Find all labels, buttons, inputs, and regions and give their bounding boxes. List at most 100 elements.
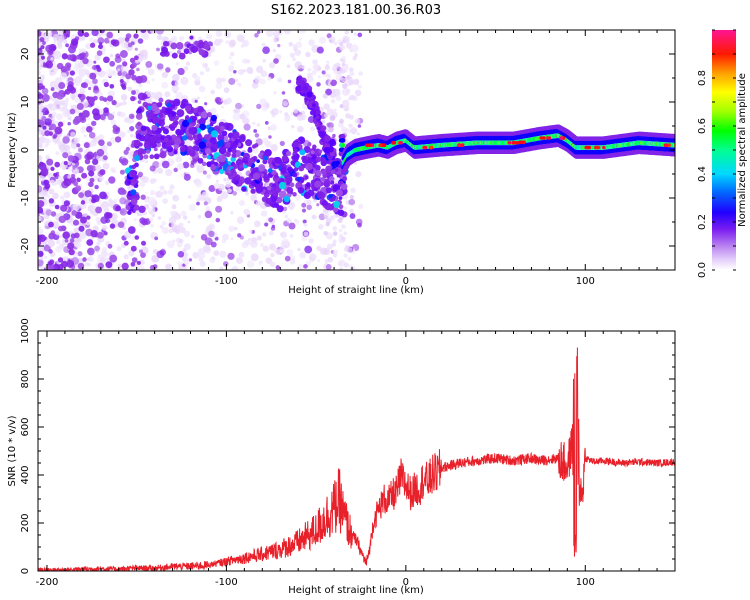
heatmap-cell bbox=[41, 93, 50, 102]
heatmap-cell bbox=[178, 52, 186, 60]
heatmap-cell bbox=[161, 226, 169, 234]
heatmap-cell bbox=[204, 102, 208, 106]
heatmap-cell bbox=[146, 196, 150, 200]
heatmap-cell bbox=[219, 250, 227, 258]
heatmap-cell bbox=[127, 42, 133, 48]
heatmap-cell bbox=[231, 148, 237, 154]
heatmap-cell bbox=[176, 225, 181, 230]
heatmap-cell bbox=[124, 42, 129, 47]
heatmap-cell bbox=[158, 163, 162, 167]
heatmap-cell bbox=[162, 190, 168, 195]
heatmap-cell bbox=[262, 245, 269, 252]
heatmap-cell bbox=[77, 61, 85, 69]
heatmap-cell bbox=[136, 107, 143, 114]
heatmap-cell bbox=[260, 210, 268, 217]
heatmap-cell bbox=[52, 96, 59, 103]
heatmap-cell bbox=[53, 52, 61, 60]
heatmap-cell bbox=[54, 161, 61, 168]
heatmap-cell bbox=[325, 88, 333, 96]
heatmap-cell bbox=[301, 155, 307, 161]
heatmap-cell bbox=[231, 179, 236, 184]
heatmap-cell bbox=[190, 267, 195, 270]
heatmap-cell bbox=[316, 245, 322, 252]
heatmap-cell bbox=[210, 107, 217, 114]
heatmap-cell bbox=[317, 67, 322, 71]
heatmap-cell bbox=[297, 114, 304, 121]
heatmap-cell bbox=[165, 263, 172, 270]
heatmap-cell bbox=[349, 208, 354, 214]
heatmap-cell bbox=[134, 47, 138, 51]
heatmap-cell bbox=[257, 30, 261, 34]
heatmap-cell bbox=[354, 89, 362, 97]
heatmap-cell bbox=[76, 177, 81, 183]
heatmap-cell bbox=[318, 130, 326, 138]
heatmap-cell bbox=[303, 264, 308, 269]
heatmap-cell bbox=[129, 133, 134, 138]
heatmap-cell bbox=[209, 122, 214, 127]
heatmap-cell bbox=[178, 238, 184, 244]
heatmap-cell bbox=[210, 89, 215, 95]
heatmap-cell bbox=[57, 121, 64, 128]
heatmap-cell bbox=[86, 239, 94, 246]
heatmap-cell bbox=[103, 56, 110, 64]
heatmap-cell bbox=[254, 220, 261, 228]
heatmap-cell bbox=[56, 42, 62, 47]
heatmap-cell bbox=[38, 93, 44, 99]
heatmap-cell bbox=[204, 210, 213, 219]
heatmap-cell bbox=[158, 113, 164, 119]
heatmap-cell bbox=[133, 33, 139, 39]
heatmap-cell bbox=[72, 204, 76, 208]
heatmap-cell bbox=[318, 123, 323, 128]
heatmap-cell bbox=[154, 96, 159, 100]
heatmap-cell bbox=[323, 215, 328, 219]
heatmap-cell bbox=[171, 52, 178, 59]
heatmap-cell bbox=[119, 197, 127, 205]
heatmap-cell bbox=[103, 231, 108, 236]
heatmap-cell bbox=[130, 95, 136, 102]
heatmap-cell bbox=[95, 206, 103, 214]
heatmap-cell bbox=[350, 115, 354, 119]
heatmap-cell bbox=[78, 192, 85, 199]
heatmap-cell bbox=[223, 87, 230, 93]
heatmap-cell bbox=[220, 125, 225, 131]
heatmap-cell bbox=[80, 52, 86, 58]
heatmap-cell bbox=[194, 75, 201, 82]
heatmap-cell bbox=[120, 157, 129, 166]
heatmap-cell bbox=[39, 37, 45, 43]
heatmap-cell bbox=[74, 80, 81, 87]
heatmap-cell bbox=[314, 180, 322, 188]
heatmap-cell bbox=[354, 118, 361, 124]
heatmap-cell bbox=[59, 106, 65, 112]
heatmap-cell bbox=[325, 264, 332, 270]
heatmap-cell bbox=[249, 229, 253, 234]
heatmap-cell bbox=[270, 252, 275, 258]
heatmap-cell bbox=[280, 231, 288, 239]
heatmap-cell bbox=[53, 172, 58, 177]
heatmap-cell bbox=[206, 155, 211, 160]
heatmap-cell bbox=[243, 123, 251, 131]
heatmap-cell bbox=[143, 211, 147, 215]
heatmap-cell bbox=[139, 181, 146, 188]
heatmap-cell bbox=[102, 97, 108, 102]
heatmap-cell bbox=[202, 62, 208, 69]
heatmap-cell bbox=[318, 224, 324, 230]
heatmap-cell bbox=[317, 192, 326, 200]
heatmap-cell bbox=[96, 221, 101, 225]
heatmap-cell bbox=[306, 91, 313, 98]
heatmap-cell bbox=[188, 51, 192, 55]
heatmap-cell bbox=[236, 34, 245, 42]
heatmap-cell bbox=[121, 262, 129, 270]
heatmap-cell bbox=[85, 175, 91, 181]
heatmap-cell bbox=[231, 153, 237, 158]
heatmap-cell bbox=[55, 231, 60, 236]
heatmap-cell bbox=[62, 119, 66, 124]
heatmap-cell bbox=[92, 158, 99, 166]
heatmap-cell bbox=[208, 223, 215, 230]
heatmap-cell bbox=[209, 137, 217, 145]
heatmap-cell bbox=[237, 68, 245, 76]
heatmap-cell bbox=[188, 127, 196, 135]
heatmap-cell bbox=[203, 43, 210, 50]
heatmap-cell bbox=[268, 135, 272, 139]
heatmap-cell bbox=[273, 58, 279, 64]
